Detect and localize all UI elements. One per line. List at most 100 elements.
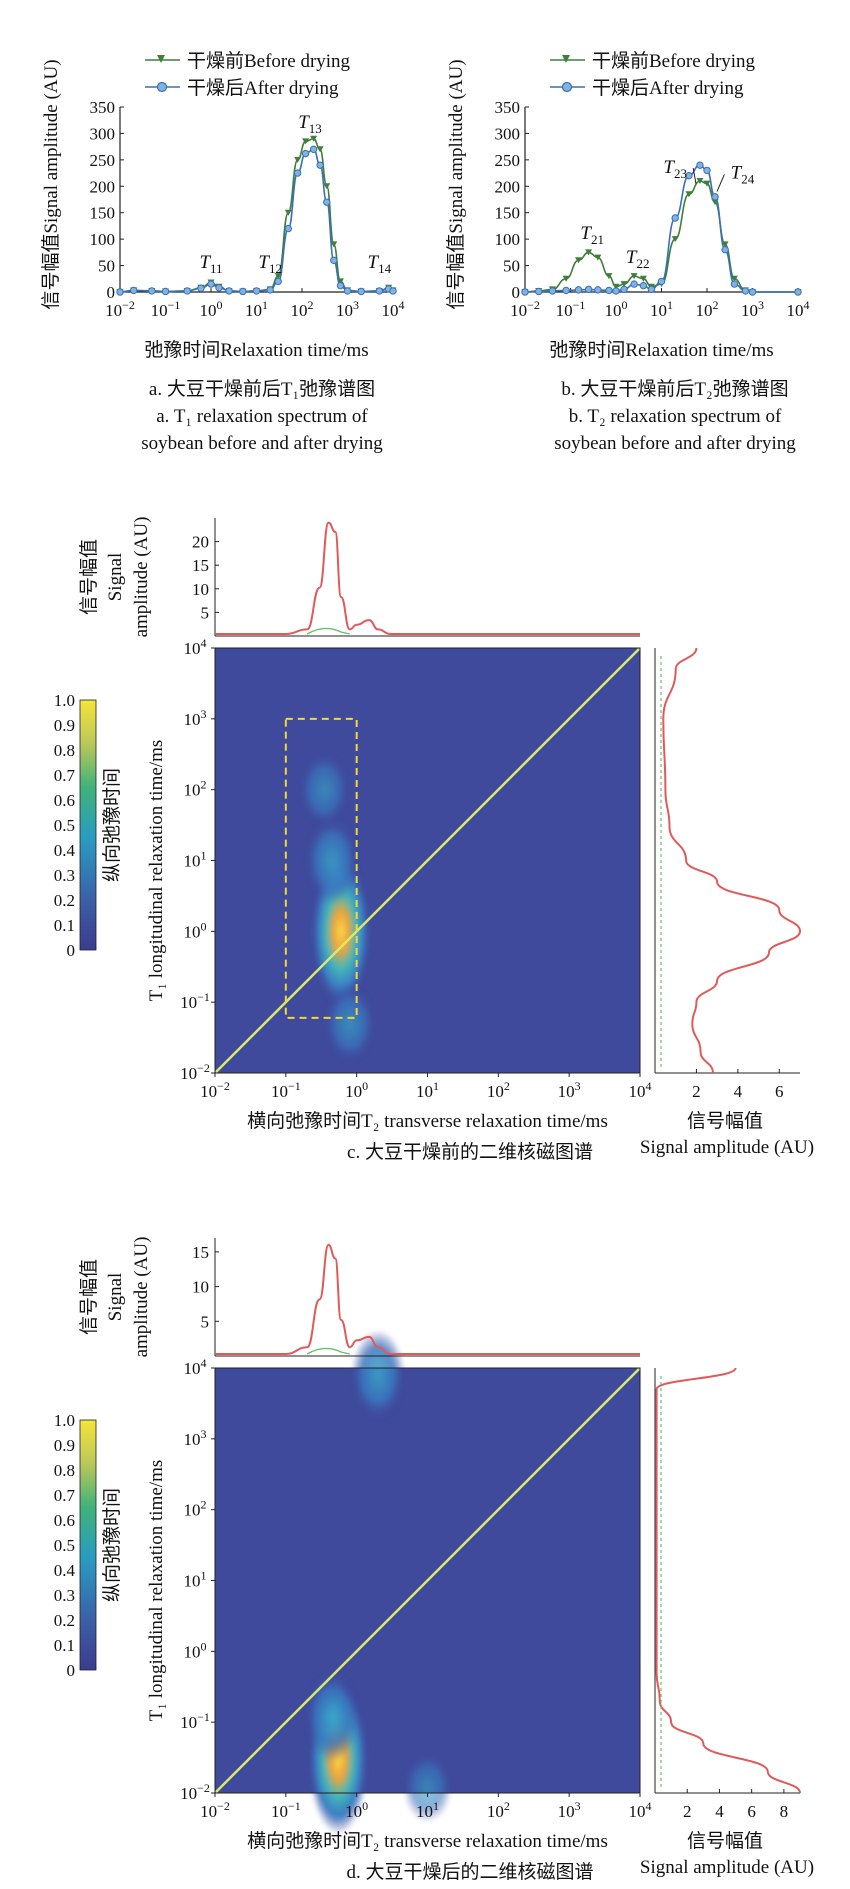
series-line-1 (119, 148, 394, 293)
diagonal-line (214, 1367, 641, 1794)
data-point (183, 287, 191, 295)
colorbar-tick-label: 0.5 (54, 1536, 75, 1555)
x-tick-label: 100 (345, 1079, 368, 1101)
top-y-tick-label: 20 (192, 533, 209, 552)
data-point (284, 209, 292, 216)
legend-label: 干燥后After drying (592, 77, 744, 99)
y-tick-label: 150 (495, 204, 521, 223)
y-tick-label: 50 (503, 257, 520, 276)
pointer-line (716, 174, 725, 192)
x-tick-label: 10−1 (151, 298, 181, 320)
data-point (585, 249, 593, 256)
peak-label: T14 (368, 252, 392, 276)
colorbar-label: 纵向弛豫时间 (101, 1488, 123, 1602)
y-tick-label: 350 (495, 98, 521, 117)
data-point (574, 286, 583, 294)
legend-marker (562, 55, 570, 63)
x-tick-label: 100 (345, 1799, 368, 1821)
colorbar-tick-label: 0.7 (54, 1486, 76, 1505)
right-x-label: 信号幅值 (687, 1830, 763, 1852)
data-point (323, 183, 331, 190)
data-point (375, 287, 384, 295)
data-point (521, 288, 529, 296)
top-projection-line (215, 521, 640, 636)
data-point (612, 287, 620, 295)
y-tick-label: 104 (184, 1356, 207, 1378)
x-tick-label: 102 (696, 298, 719, 320)
colorbar-tick-label: 0.7 (54, 766, 76, 785)
data-point (343, 287, 352, 295)
caption-line: soybean before and after drying (141, 433, 383, 454)
colorbar-tick-label: 0.3 (54, 866, 75, 885)
x-tick-label: 101 (650, 298, 673, 320)
y-tick-label: 10−1 (180, 1710, 210, 1732)
top-y-label: amplitude (AU) (131, 1237, 152, 1358)
caption-line: a. T₁ relaxation spectrum of (156, 406, 368, 427)
legend-marker (157, 55, 165, 63)
x-tick-label: 102 (487, 1079, 510, 1101)
x-tick-label: 101 (416, 1799, 439, 1821)
top-y-label: Signal (105, 553, 126, 602)
peak-label: T11 (199, 252, 222, 276)
colorbar-tick-label: 0.3 (54, 1586, 75, 1605)
right-x-label: Signal amplitude (AU) (640, 1857, 814, 1878)
data-point (336, 281, 345, 290)
data-point (116, 288, 124, 296)
y-tick-label: 104 (184, 636, 207, 658)
caption-line: c. 大豆干燥前的二维核磁图谱 (347, 1141, 593, 1163)
right-projection-line (655, 1367, 801, 1794)
spectrum-chart-a: 0 50 100 150 200 250 300 350 10−2 10−1 100 101 102 10… (40, 50, 405, 454)
y-tick-label: 10−2 (180, 1781, 210, 1803)
data-point (620, 281, 628, 288)
data-point (721, 246, 729, 254)
y-tick-label: 300 (495, 124, 521, 143)
caption-line: a. 大豆干燥前后T₁弛豫谱图 (149, 378, 375, 400)
x-tick-label: 102 (291, 298, 314, 320)
x-tick-label: 104 (787, 298, 810, 320)
data-point (310, 135, 318, 142)
peak-label: T23 (663, 157, 687, 181)
data-point (584, 285, 593, 294)
colorbar-tick-label: 0.4 (54, 1561, 76, 1580)
peak-label: T13 (298, 112, 322, 136)
y-tick-label: 100 (184, 919, 207, 941)
signal-blob (305, 1671, 360, 1762)
data-point (594, 286, 602, 294)
peak-label: T24 (731, 162, 755, 186)
x-tick-label: 103 (336, 298, 359, 320)
right-x-tick-label: 2 (683, 1802, 692, 1821)
colorbar (79, 1419, 97, 1671)
y-tick-label: 300 (90, 124, 116, 143)
y-tick-label: 102 (184, 778, 207, 800)
data-point (301, 149, 310, 158)
x-tick-label: 102 (487, 1799, 510, 1821)
top-y-label: 信号幅值 (78, 539, 100, 615)
x-tick-label: 10−1 (271, 1799, 301, 1821)
data-point (215, 284, 223, 292)
x-tick-label: 101 (416, 1079, 439, 1101)
top-y-label: 信号幅值 (78, 1259, 100, 1335)
colorbar-tick-label: 0.9 (54, 1436, 75, 1455)
series-line-1 (524, 164, 798, 293)
peak-label: T22 (626, 247, 650, 271)
peak-label: T12 (258, 252, 282, 276)
y-tick-label: 10−1 (180, 990, 210, 1012)
right-x-tick-label: 4 (715, 1802, 724, 1821)
data-point (639, 275, 647, 282)
data-point (711, 193, 719, 201)
top-y-label: amplitude (AU) (131, 517, 152, 638)
signal-blob (305, 817, 359, 904)
spectrum-chart-b: 0 50 100 150 200 250 300 350 10−2 10−1 100 101 102 10… (445, 50, 810, 454)
y-tick-label: 200 (90, 177, 116, 196)
y-axis-label: T₁ longitudinal relaxation time/ms (146, 740, 167, 1002)
top-y-tick-label: 15 (192, 556, 209, 575)
colorbar-label: 纵向弛豫时间 (101, 768, 123, 882)
data-point (630, 280, 638, 288)
x-tick-label: 100 (200, 298, 223, 320)
colorbar-tick-label: 1.0 (54, 691, 75, 710)
data-point (594, 254, 602, 261)
x-axis-label: 横向弛豫时间T₂ transverse relaxation time/ms (247, 1110, 608, 1132)
x-tick-label: 100 (605, 298, 628, 320)
top-y-label: Signal (105, 1273, 126, 1322)
